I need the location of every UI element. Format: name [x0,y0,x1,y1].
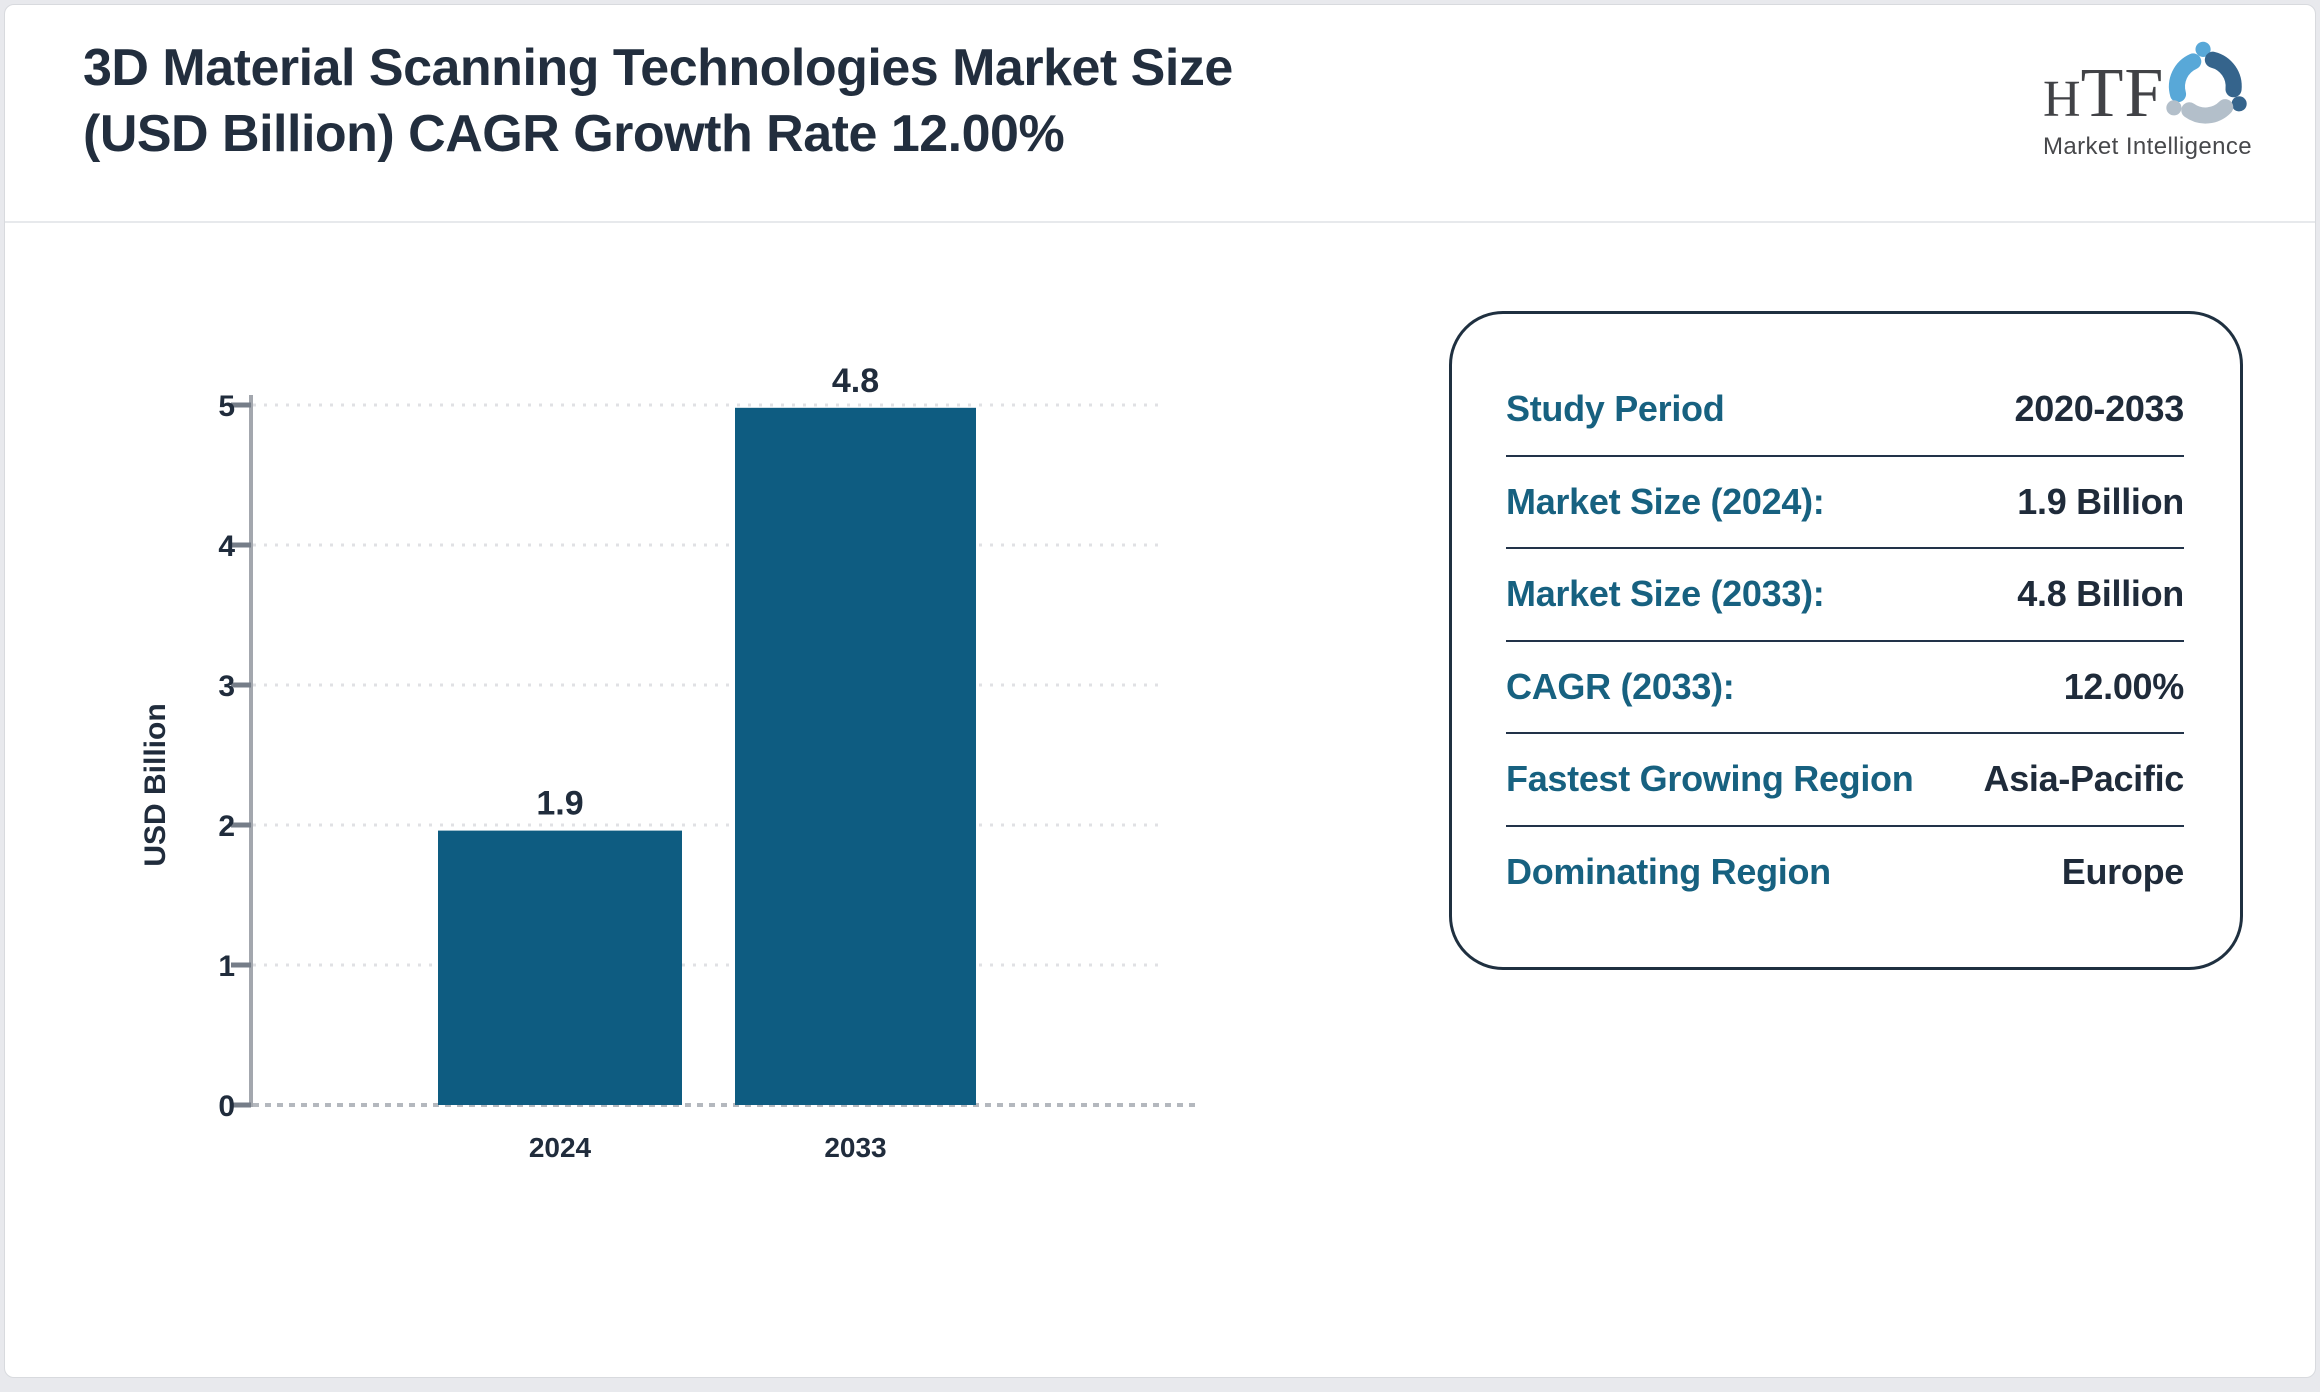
bar-value-label: 4.8 [832,362,879,400]
logo-brand-h: H [2043,71,2081,128]
title-line-2: (USD Billion) CAGR Growth Rate 12.00% [83,105,1065,163]
panel-row-label: Market Size (2024): [1506,480,1825,522]
htf-logo: HTF Market Intelligence [2043,37,2253,161]
panel-row-label: Fastest Growing Region [1506,758,1914,800]
logo-figure [2169,41,2211,103]
y-tick-label: 3 [218,670,235,703]
logo-brand-tf: TF [2080,55,2165,132]
panel-row-label: Dominating Region [1506,850,1831,892]
panel-row-label: CAGR (2033): [1506,665,1735,707]
y-tick-label: 1 [218,950,235,983]
bar-value-label: 1.9 [536,785,583,823]
bar-2033 [735,407,976,1105]
logo-swirl-icon [2166,41,2247,124]
bar-2024 [438,830,682,1105]
info-panel: Study Period 2020-2033 Market Size (2024):… [1449,311,2243,970]
panel-row: CAGR (2033): 12.00% [1506,642,2185,734]
panel-row: Market Size (2024): 1.9 Billion [1506,457,2184,549]
y-tick-label: 4 [218,530,235,563]
panel-row: Dominating Region Europe [1506,827,2184,918]
panel-row-value: 1.9 Billion [2017,480,2184,522]
panel-row: Market Size (2033): 4.8 Billion [1506,549,2184,642]
logo-figure [2205,51,2247,112]
panel-row-value: 2020-2033 [2014,388,2185,430]
panel-row-label: Study Period [1506,388,1725,430]
panel-row: Fastest Growing Region Asia-Pacific [1506,734,2184,827]
title-line-1: 3D Material Scanning Technologies Market… [83,39,1233,97]
header: 3D Material Scanning Technologies Market… [5,5,2315,223]
logo-tagline: Market Intelligence [2043,133,2253,160]
x-tick-label: 2024 [529,1132,592,1163]
panel-row-value: 12.00% [2063,665,2185,707]
panel-row-value: Europe [2061,850,2185,892]
page-title: 3D Material Scanning Technologies Market… [83,35,1233,167]
logo-brand-text: HTF [2043,59,2164,129]
y-tick-label: 2 [218,810,235,843]
panel-row: Study Period 2020-2033 [1506,364,2184,457]
infographic-card: 3D Material Scanning Technologies Market… [4,4,2316,1378]
y-axis-title: USD Billion [139,703,172,866]
logo-figure [2166,99,2234,124]
panel-row-label: Market Size (2033): [1506,573,1825,615]
x-tick-label: 2033 [824,1132,886,1163]
y-tick-label: 0 [218,1090,235,1123]
logo-brand-row: HTF [2043,37,2253,129]
panel-row-value: Asia-Pacific [1983,758,2185,800]
panel-row-value: 4.8 Billion [2017,573,2184,615]
bar-chart: 0 1 2 3 4 5 1.9 2024 4.8 2033 USD Billion [139,362,1195,1163]
y-tick-label: 5 [218,390,235,423]
